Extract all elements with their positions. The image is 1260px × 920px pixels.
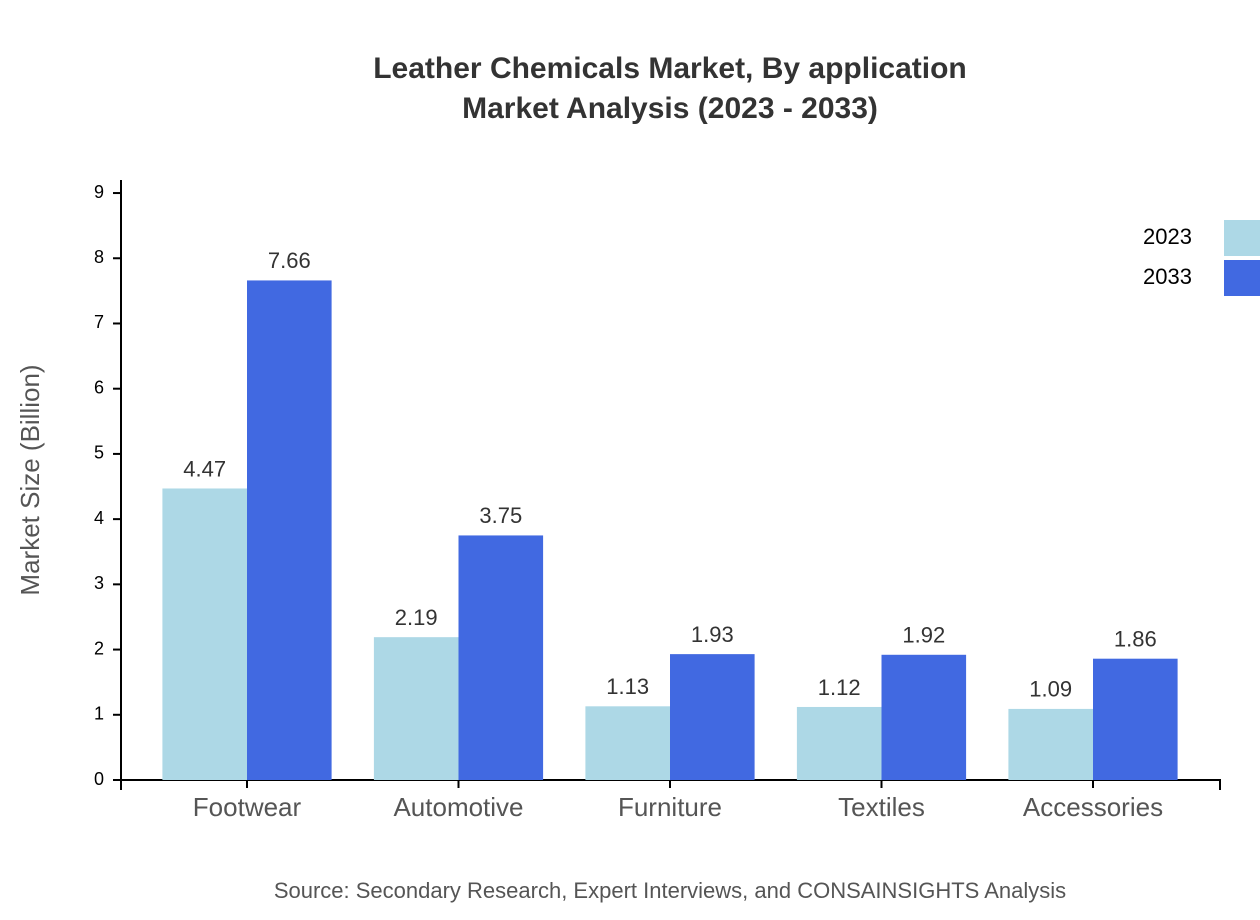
value-label: 1.13 bbox=[606, 674, 649, 699]
y-tick-label: 3 bbox=[94, 573, 104, 593]
source-note: Source: Secondary Research, Expert Inter… bbox=[274, 878, 1066, 903]
x-tick-label: Furniture bbox=[618, 792, 722, 822]
x-tick-label: Accessories bbox=[1023, 792, 1163, 822]
bar bbox=[373, 637, 459, 780]
x-tick-label: Automotive bbox=[393, 792, 523, 822]
chart-subtitle: Market Analysis (2023 - 2033) bbox=[462, 92, 878, 125]
chart-title: Leather Chemicals Market, By application bbox=[373, 52, 967, 85]
x-tick-label: Footwear bbox=[193, 792, 302, 822]
value-label: 7.66 bbox=[268, 248, 311, 273]
value-label: 4.47 bbox=[183, 456, 226, 481]
value-label: 2.19 bbox=[395, 605, 438, 630]
y-tick-label: 1 bbox=[94, 704, 104, 724]
legend-label: 2033 bbox=[1143, 264, 1192, 289]
y-axis-title: Market Size (Billion) bbox=[15, 364, 45, 595]
y-tick-label: 4 bbox=[94, 508, 104, 528]
bar bbox=[247, 280, 332, 780]
bar bbox=[1008, 708, 1093, 780]
y-tick-label: 7 bbox=[94, 312, 104, 332]
legend-swatch bbox=[1224, 220, 1260, 256]
y-tick-label: 2 bbox=[94, 638, 104, 658]
value-label: 1.12 bbox=[818, 675, 861, 700]
bar bbox=[670, 654, 755, 780]
bar bbox=[162, 488, 247, 780]
bar bbox=[881, 654, 967, 780]
y-tick-label: 5 bbox=[94, 443, 104, 463]
bar bbox=[796, 706, 882, 780]
y-tick-label: 6 bbox=[94, 377, 104, 397]
value-label: 3.75 bbox=[479, 503, 522, 528]
y-tick-label: 9 bbox=[94, 182, 104, 202]
bar bbox=[458, 535, 544, 780]
y-tick-label: 8 bbox=[94, 247, 104, 267]
legend-label: 2023 bbox=[1143, 224, 1192, 249]
y-tick-label: 0 bbox=[94, 769, 104, 789]
bar bbox=[1093, 658, 1178, 780]
bar bbox=[585, 706, 670, 780]
legend-swatch bbox=[1224, 260, 1260, 296]
value-label: 1.92 bbox=[902, 623, 945, 648]
value-label: 1.86 bbox=[1114, 627, 1157, 652]
value-label: 1.09 bbox=[1029, 677, 1072, 702]
x-tick-label: Textiles bbox=[838, 792, 925, 822]
value-label: 1.93 bbox=[691, 622, 734, 647]
